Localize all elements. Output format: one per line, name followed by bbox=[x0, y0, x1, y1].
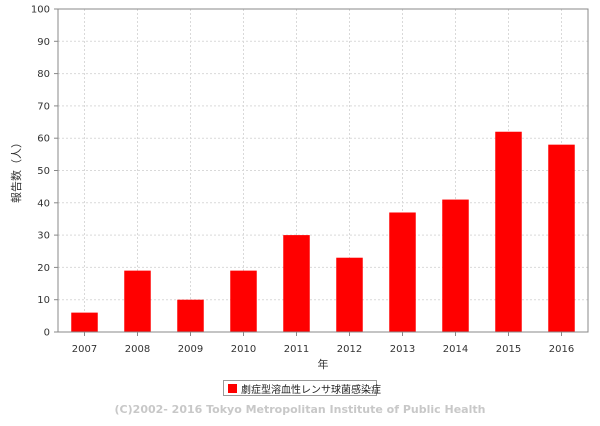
x-tick-label: 2013 bbox=[390, 344, 415, 355]
y-tick-label: 30 bbox=[37, 231, 50, 242]
x-tick-label: 2009 bbox=[178, 344, 203, 355]
x-tick-label: 2007 bbox=[72, 344, 97, 355]
y-tick-label: 20 bbox=[37, 263, 50, 274]
x-tick-label: 2014 bbox=[443, 344, 468, 355]
bar-2010 bbox=[230, 270, 257, 332]
y-tick-label: 0 bbox=[44, 328, 50, 339]
copyright-text: (C)2002- 2016 Tokyo Metropolitan Institu… bbox=[114, 403, 486, 416]
legend-swatch bbox=[228, 383, 237, 393]
bar-2013 bbox=[389, 212, 416, 332]
x-axis-title: 年 bbox=[318, 357, 329, 371]
y-axis-ticks: 0 10 20 30 40 50 60 70 80 90 100 bbox=[31, 5, 58, 339]
x-tick-label: 2016 bbox=[549, 344, 574, 355]
bar-2008 bbox=[124, 270, 151, 332]
y-tick-label: 10 bbox=[37, 295, 50, 306]
x-tick-label: 2011 bbox=[284, 344, 309, 355]
y-tick-label: 70 bbox=[37, 101, 50, 112]
x-tick-label: 2012 bbox=[337, 344, 362, 355]
bar-2012 bbox=[336, 257, 363, 332]
legend: 劇症型溶血性レンサ球菌感染症 bbox=[223, 380, 381, 396]
bar-2007 bbox=[71, 312, 98, 332]
bar-2011 bbox=[283, 235, 310, 332]
bar-2014 bbox=[442, 199, 469, 332]
y-tick-label: 80 bbox=[37, 69, 50, 80]
bars bbox=[71, 131, 575, 332]
x-tick-label: 2015 bbox=[496, 344, 521, 355]
x-axis-ticks: 2007 2008 2009 2010 2011 2012 2013 2014 2015 2016 bbox=[58, 331, 588, 355]
bar-2009 bbox=[177, 299, 204, 332]
y-tick-label: 40 bbox=[37, 198, 50, 209]
x-tick-label: 2010 bbox=[231, 344, 256, 355]
bar-2016 bbox=[548, 144, 575, 332]
y-tick-label: 50 bbox=[37, 166, 50, 177]
y-tick-label: 100 bbox=[31, 5, 50, 16]
y-tick-label: 60 bbox=[37, 134, 50, 145]
y-axis-title: 報告数（人） bbox=[10, 137, 23, 203]
bar-2015 bbox=[495, 131, 522, 332]
legend-label: 劇症型溶血性レンサ球菌感染症 bbox=[241, 384, 381, 396]
x-tick-label: 2008 bbox=[125, 344, 150, 355]
y-tick-label: 90 bbox=[37, 37, 50, 48]
